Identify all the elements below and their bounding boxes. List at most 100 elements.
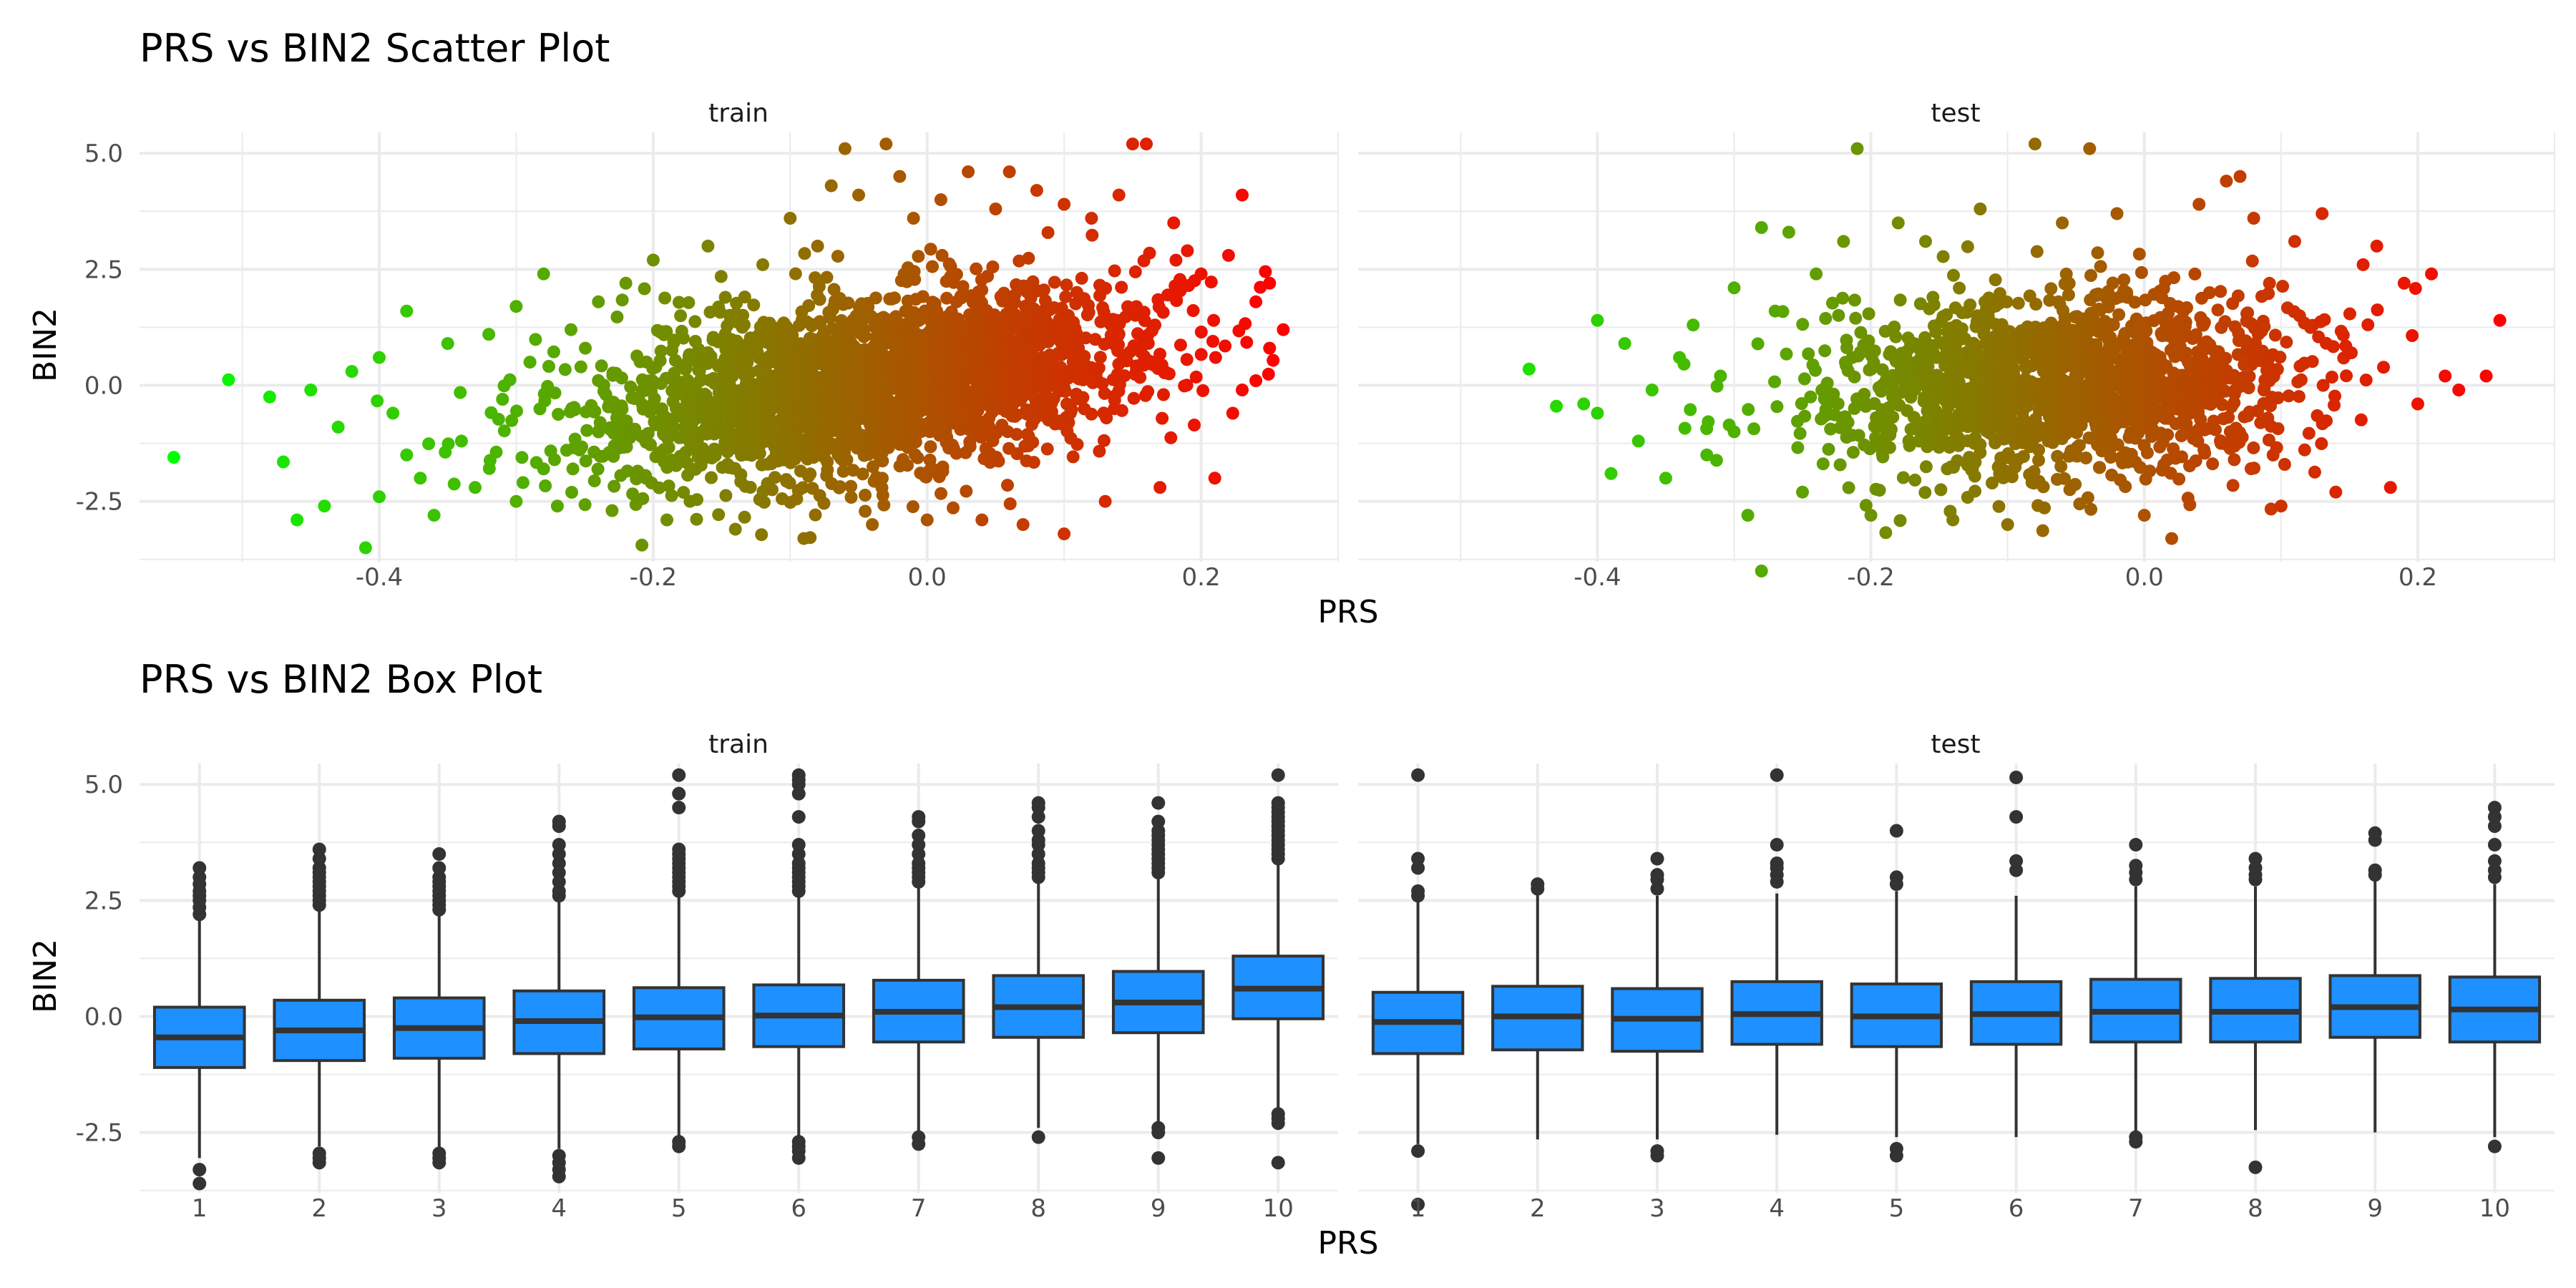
scatter-point <box>786 328 799 342</box>
scatter-point <box>1076 391 1090 404</box>
box-x-tick-label: 2 <box>1530 1194 1546 1223</box>
box-x-tick-label: 1 <box>1410 1194 1426 1223</box>
scatter-point <box>766 483 779 497</box>
box-outlier <box>432 861 447 875</box>
scatter-point <box>712 508 726 522</box>
box-x-tick-label: 5 <box>671 1194 687 1223</box>
scatter-point <box>1156 306 1170 319</box>
scatter-point <box>975 513 989 527</box>
scatter-point <box>414 472 427 485</box>
scatter-point <box>911 451 924 464</box>
scatter-point <box>2000 295 2014 308</box>
box-outlier <box>192 861 207 875</box>
scatter-point <box>940 291 954 305</box>
scatter-point <box>1141 385 1155 399</box>
scatter-point <box>2219 351 2233 365</box>
box-plot-8 <box>992 796 1085 1144</box>
box-outlier <box>672 842 686 857</box>
box-outlier <box>672 786 686 801</box>
scatter-point <box>575 440 589 454</box>
scatter-point <box>2202 286 2216 299</box>
box-outlier <box>2248 852 2263 866</box>
scatter-point <box>1037 283 1050 297</box>
scatter-point <box>1819 312 1833 325</box>
box-outlier <box>432 847 447 861</box>
scatter-point <box>662 441 675 454</box>
scatter-point <box>1755 565 1768 577</box>
box-plot-9 <box>1111 796 1205 1165</box>
scatter-point <box>1867 356 1880 369</box>
box-panel-train: 1 2 3 4 5 6 7 8 9 10 <box>140 763 1338 1223</box>
scatter-point <box>2188 267 2202 280</box>
scatter-point <box>222 373 235 386</box>
scatter-point <box>1058 197 1071 211</box>
box-plot-10 <box>1231 768 1325 1170</box>
scatter-point <box>615 293 629 307</box>
scatter-point <box>2370 239 2384 253</box>
box-plot-title: PRS vs BIN2 Box Plot <box>140 657 542 702</box>
box-plot-3 <box>1611 852 1704 1163</box>
scatter-point <box>677 486 691 499</box>
scatter-point <box>593 416 607 429</box>
scatter-point <box>2119 480 2132 493</box>
scatter-point <box>2197 316 2211 329</box>
scatter-point <box>1848 293 1861 307</box>
scatter-point <box>1986 477 1999 489</box>
box-outlier <box>1531 877 1545 892</box>
scatter-point <box>1831 397 1845 411</box>
scatter-point <box>2140 446 2154 459</box>
scatter-point <box>834 480 847 494</box>
scatter-point <box>2356 258 2370 271</box>
scatter-point <box>1058 527 1071 541</box>
scatter-point <box>454 434 468 448</box>
scatter-point <box>2056 216 2069 230</box>
scatter-point <box>1016 518 1030 532</box>
scatter-point <box>1968 455 1982 469</box>
scatter-point <box>2211 303 2225 317</box>
scatter-point <box>608 479 621 493</box>
scatter-point <box>2183 498 2197 512</box>
box-outlier <box>1031 796 1045 810</box>
scatter-point <box>550 499 564 513</box>
scatter-point <box>2084 502 2098 516</box>
scatter-point <box>924 440 937 454</box>
scatter-point <box>989 203 1002 215</box>
scatter-point <box>756 258 769 271</box>
scatter-point <box>1782 225 1795 239</box>
box-outlier <box>1650 868 1664 882</box>
scatter-point <box>1262 367 1275 381</box>
scatter-point <box>1818 344 1832 358</box>
scatter-point <box>1822 442 1835 456</box>
scatter-point <box>2271 422 2285 436</box>
scatter-point <box>492 412 505 426</box>
scatter-point <box>537 462 550 476</box>
scatter-point <box>558 363 572 376</box>
box-y-tick-label: 2.5 <box>84 887 123 915</box>
scatter-point <box>879 137 893 151</box>
scatter-point <box>1001 479 1014 492</box>
scatter-point <box>2233 170 2247 183</box>
scatter-point <box>1170 294 1184 307</box>
scatter-y-tick-label: 5.0 <box>84 140 123 168</box>
scatter-point <box>1854 326 1868 339</box>
scatter-point <box>2044 282 2058 296</box>
scatter-point <box>1093 444 1106 458</box>
scatter-point <box>580 424 594 437</box>
box-outlier <box>1770 838 1784 852</box>
scatter-point <box>1099 281 1113 295</box>
box-outlier <box>1031 824 1045 838</box>
scatter-point <box>2288 235 2301 248</box>
scatter-point <box>304 384 318 396</box>
scatter-point <box>784 212 797 225</box>
scatter-point <box>1128 265 1142 278</box>
scatter-point <box>681 374 695 387</box>
scatter-point <box>1249 295 1263 308</box>
box-outlier <box>1770 856 1784 870</box>
scatter-point <box>654 344 668 358</box>
scatter-point <box>2128 296 2142 309</box>
scatter-point <box>926 260 939 273</box>
scatter-point <box>1936 250 1950 263</box>
scatter-point <box>548 453 561 467</box>
scatter-point <box>626 487 640 501</box>
scatter-point <box>1791 441 1805 454</box>
